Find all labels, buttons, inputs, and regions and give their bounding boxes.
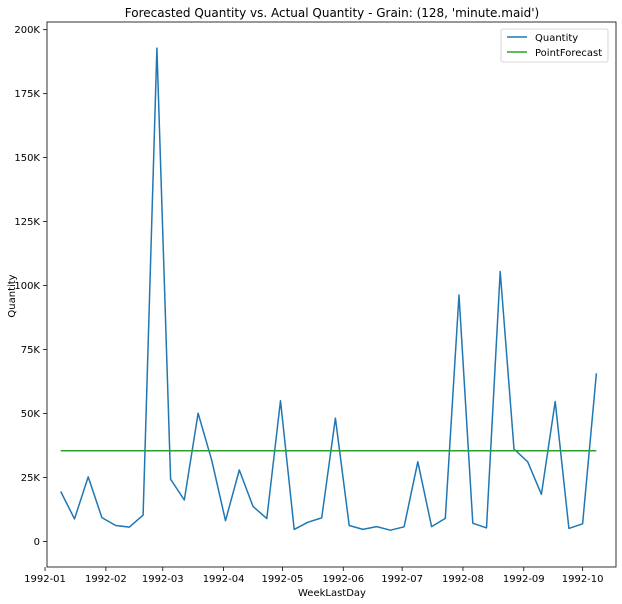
x-tick-label: 1992-05 — [262, 574, 304, 585]
plot-area — [46, 21, 617, 568]
y-tick-label: 150K — [14, 153, 40, 164]
x-tick-label: 1992-03 — [142, 574, 184, 585]
y-tick-label: 75K — [21, 345, 41, 356]
y-tick-label: 200K — [14, 25, 40, 36]
y-tick-label: 25K — [21, 473, 41, 484]
y-tick-label: 50K — [21, 409, 41, 420]
x-tick-label: 1992-10 — [562, 574, 604, 585]
x-axis: 1992-01 1992-02 1992-03 1992-04 1992-05 1992-… — [24, 567, 604, 585]
y-axis-label: Quantity — [7, 274, 18, 317]
x-tick-label: 1992-02 — [85, 574, 127, 585]
y-tick-label: 175K — [14, 89, 40, 100]
legend-label-pointforecast: PointForecast — [535, 48, 602, 59]
y-tick-label: 125K — [14, 217, 40, 228]
legend-label-quantity: Quantity — [535, 33, 578, 44]
x-tick-label: 1992-01 — [24, 574, 66, 585]
y-tick-label: 0 — [34, 537, 40, 548]
y-axis: 0 25K 50K 75K 100K 125K 150K 175K 200K — [14, 25, 47, 548]
x-tick-label: 1992-06 — [322, 574, 364, 585]
x-tick-label: 1992-08 — [442, 574, 484, 585]
x-tick-label: 1992-07 — [381, 574, 423, 585]
x-tick-label: 1992-09 — [503, 574, 545, 585]
y-tick-label: 100K — [14, 281, 40, 292]
legend-box — [500, 28, 609, 63]
series-layer — [60, 47, 598, 531]
chart-title: Forecasted Quantity vs. Actual Quantity … — [125, 6, 539, 20]
x-tick-label: 1992-04 — [203, 574, 245, 585]
x-axis-label: WeekLastDay — [298, 588, 366, 599]
legend: Quantity PointForecast — [500, 28, 609, 63]
series-line-quantity — [60, 47, 598, 531]
